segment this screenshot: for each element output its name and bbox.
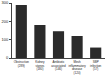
- svg-text:300: 300: [2, 0, 9, 5]
- svg-text:Antibioticassociated(146): Antibioticassociated(146): [51, 60, 66, 72]
- svg-text:Obstruction(289): Obstruction(289): [14, 60, 30, 68]
- svg-text:Kidneystones(180): Kidneystones(180): [35, 60, 45, 72]
- svg-text:0: 0: [6, 55, 9, 60]
- svg-text:SBPinfection(57): SBPinfection(57): [90, 60, 102, 72]
- svg-text:200: 200: [2, 19, 9, 24]
- svg-text:Meshinflammatorydisease(120): Meshinflammatorydisease(120): [69, 60, 87, 76]
- svg-text:100: 100: [2, 37, 9, 42]
